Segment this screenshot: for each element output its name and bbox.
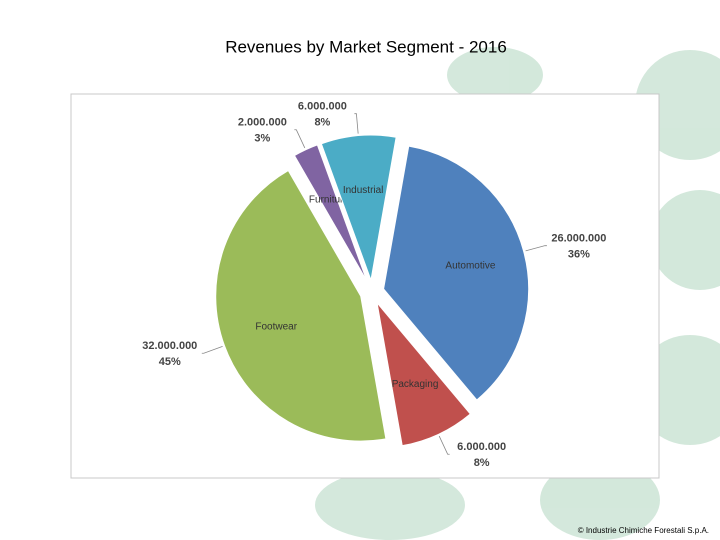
- category-label: Packaging: [392, 379, 439, 390]
- pie-slice: [293, 144, 368, 282]
- value-label: 2.000.000: [238, 117, 287, 129]
- pie-slice: [376, 301, 471, 447]
- value-label: 26.000.000: [551, 233, 606, 245]
- percent-label: 8%: [314, 117, 330, 129]
- value-label: 6.000.000: [457, 441, 506, 453]
- pie-slice: [383, 145, 530, 401]
- pie: Automotive 26.000.000 36% Packaging 6.000.00…: [142, 101, 606, 470]
- leader-line: [525, 245, 547, 252]
- category-label: Automotive: [445, 260, 495, 271]
- leader-line: [354, 113, 359, 134]
- leader-line: [201, 346, 223, 354]
- percent-label: 45%: [159, 356, 181, 368]
- leader-line: [294, 129, 306, 149]
- chart-title: Revenues by Market Segment - 2016: [225, 37, 507, 56]
- category-label: Industrial: [343, 185, 384, 196]
- category-label: Furniture: [309, 194, 349, 205]
- percent-label: 3%: [254, 133, 270, 145]
- pie-slice: [215, 169, 387, 442]
- pie-slice: [320, 134, 397, 282]
- percent-label: 8%: [474, 457, 490, 469]
- category-label: Footwear: [255, 321, 297, 332]
- value-label: 32.000.000: [142, 340, 197, 352]
- footer: © Industrie Chimiche Forestali S.p.A.: [578, 526, 709, 535]
- percent-label: 36%: [568, 249, 590, 261]
- leader-line: [438, 435, 450, 455]
- value-label: 6.000.000: [298, 101, 347, 113]
